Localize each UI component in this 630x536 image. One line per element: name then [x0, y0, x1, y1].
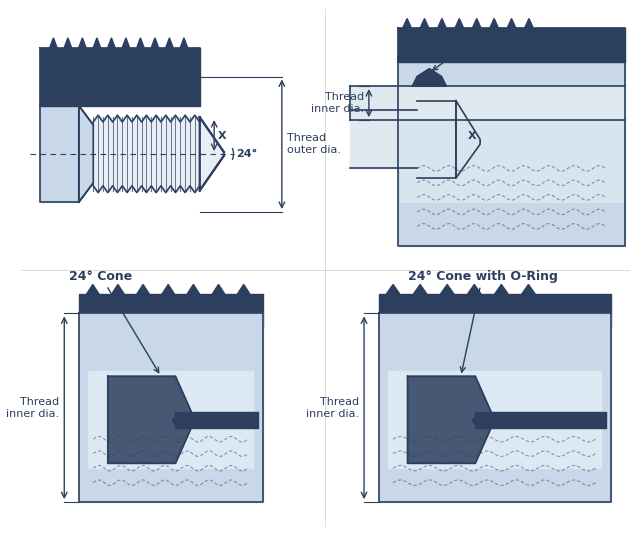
Polygon shape [467, 285, 481, 294]
Polygon shape [187, 285, 200, 294]
Text: X: X [467, 131, 476, 142]
Polygon shape [108, 38, 115, 48]
Polygon shape [438, 19, 446, 28]
Polygon shape [472, 19, 481, 28]
Polygon shape [238, 285, 250, 294]
Text: 24°: 24° [236, 149, 258, 159]
Polygon shape [108, 376, 195, 463]
Polygon shape [403, 19, 411, 28]
Polygon shape [456, 101, 480, 178]
Polygon shape [86, 285, 99, 294]
Polygon shape [212, 285, 225, 294]
Polygon shape [413, 285, 427, 294]
Text: Thread
inner dia.: Thread inner dia. [6, 397, 59, 419]
Text: Thread
inner dia.: Thread inner dia. [311, 92, 364, 114]
Polygon shape [200, 117, 224, 191]
Polygon shape [180, 38, 188, 48]
Polygon shape [408, 376, 495, 463]
Polygon shape [50, 38, 57, 48]
Polygon shape [112, 285, 124, 294]
Text: 24° Cone with O-Ring: 24° Cone with O-Ring [408, 270, 558, 372]
Polygon shape [79, 38, 86, 48]
Polygon shape [386, 285, 400, 294]
Polygon shape [507, 19, 516, 28]
Text: Thread
outer dia.: Thread outer dia. [287, 133, 341, 155]
Polygon shape [490, 19, 498, 28]
Polygon shape [137, 285, 149, 294]
Text: 24° Cone: 24° Cone [69, 270, 159, 373]
Polygon shape [151, 38, 159, 48]
Text: Bite-Type Ferrule: Bite-Type Ferrule [417, 34, 529, 70]
Polygon shape [420, 19, 429, 28]
Polygon shape [166, 38, 173, 48]
Text: X: X [218, 130, 227, 140]
Polygon shape [525, 19, 533, 28]
Polygon shape [162, 285, 175, 294]
Polygon shape [93, 38, 101, 48]
Polygon shape [413, 69, 446, 86]
Polygon shape [64, 38, 72, 48]
Polygon shape [137, 38, 144, 48]
Polygon shape [455, 19, 464, 28]
Polygon shape [79, 106, 93, 202]
Polygon shape [495, 285, 508, 294]
Polygon shape [440, 285, 454, 294]
Text: Thread
inner dia.: Thread inner dia. [306, 397, 359, 419]
Polygon shape [122, 38, 130, 48]
Polygon shape [522, 285, 536, 294]
